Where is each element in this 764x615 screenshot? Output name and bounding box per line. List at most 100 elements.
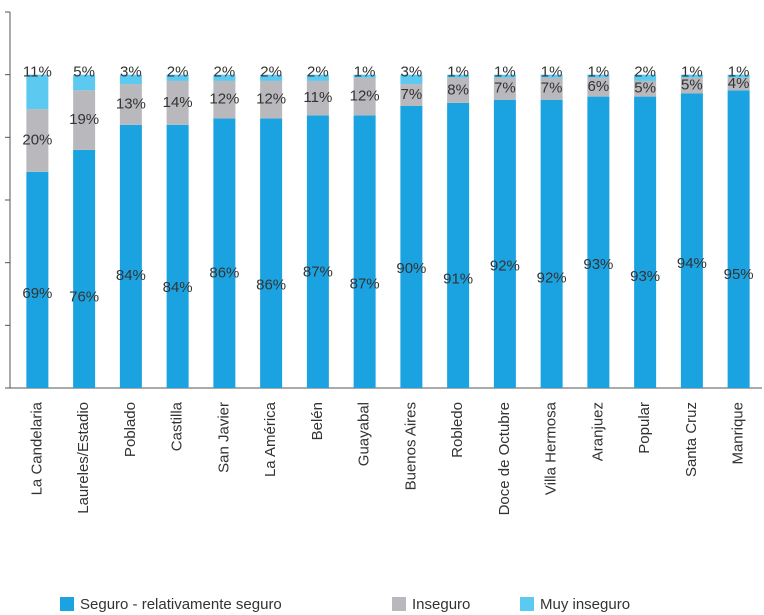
x-tick-label: Guayabal xyxy=(356,402,373,466)
bar-segment xyxy=(26,74,49,110)
bar-segment xyxy=(587,74,610,78)
bar-segment xyxy=(634,80,657,97)
value-label: 91% xyxy=(443,271,473,288)
value-label: 93% xyxy=(630,268,660,285)
value-label: 12% xyxy=(350,88,380,105)
value-label: 87% xyxy=(350,275,380,292)
x-tick-label: Manrique xyxy=(730,402,747,465)
bar-segment xyxy=(166,80,189,125)
value-label: 93% xyxy=(583,256,613,273)
value-label: 20% xyxy=(22,131,52,148)
x-tick-label: Popular xyxy=(636,402,653,454)
legend-swatch xyxy=(60,597,74,611)
value-label: 19% xyxy=(69,111,99,128)
value-label: 11% xyxy=(303,89,332,106)
value-label: 4% xyxy=(728,75,750,92)
bar-segment xyxy=(73,149,96,388)
bar-segment xyxy=(634,74,657,81)
value-label: 1% xyxy=(447,64,469,81)
legend-swatch xyxy=(520,597,534,611)
x-tick-label: Aranjuez xyxy=(589,402,606,461)
value-label: 86% xyxy=(209,265,239,282)
bar-segment xyxy=(587,96,610,388)
value-label: 2% xyxy=(260,64,282,81)
value-label: 7% xyxy=(401,86,423,103)
bar-segment xyxy=(260,74,283,81)
value-label: 5% xyxy=(681,77,703,94)
x-tick-label: La América xyxy=(262,401,279,477)
bar-segment xyxy=(260,80,283,119)
bar-segment xyxy=(306,74,329,81)
bar-segment xyxy=(727,90,750,388)
legend-swatch xyxy=(392,597,406,611)
x-tick-label: Santa Cruz xyxy=(683,402,700,477)
value-label: 86% xyxy=(256,277,286,294)
bar-segment xyxy=(447,102,470,388)
bar-segment xyxy=(727,74,750,78)
value-label: 6% xyxy=(588,78,610,95)
bar-segment xyxy=(493,99,516,388)
bar-segment xyxy=(634,96,657,388)
value-label: 5% xyxy=(634,80,656,97)
bar-segment xyxy=(680,77,703,94)
bar-segment xyxy=(119,74,142,85)
legend-label: Seguro - relativamente seguro xyxy=(80,596,282,613)
value-label: 2% xyxy=(307,64,329,81)
bar-segment xyxy=(73,90,96,150)
value-label: 69% xyxy=(22,285,52,302)
value-label: 12% xyxy=(256,91,286,108)
value-label: 13% xyxy=(116,95,146,112)
value-label: 5% xyxy=(73,64,95,81)
value-label: 92% xyxy=(490,257,520,274)
bar-segment xyxy=(353,74,376,78)
value-label: 12% xyxy=(209,91,239,108)
x-tick-label: San Javier xyxy=(215,402,232,473)
value-label: 8% xyxy=(447,81,469,98)
x-tick-label: Poblado xyxy=(122,402,139,457)
bar-segment xyxy=(400,106,423,388)
value-label: 7% xyxy=(541,80,563,97)
bar-segment xyxy=(73,74,96,91)
bar-segment xyxy=(493,74,516,78)
x-tick-label: Doce de Octubre xyxy=(496,402,513,515)
value-label: 76% xyxy=(69,288,99,305)
bar-segment xyxy=(493,77,516,100)
x-tick-label: Robledo xyxy=(449,402,466,458)
x-tick-label: Belén xyxy=(309,402,326,440)
x-tick-label: Villa Hermosa xyxy=(543,401,560,495)
bar-segment xyxy=(213,74,236,81)
bar-segment xyxy=(213,80,236,119)
value-label: 14% xyxy=(163,94,193,111)
bar-segment xyxy=(587,77,610,97)
bar-segment xyxy=(213,118,236,389)
value-label: 1% xyxy=(541,64,563,81)
x-tick-label: La Candelaria xyxy=(28,401,45,495)
bar-segment xyxy=(540,99,563,388)
bar-segment xyxy=(727,77,750,91)
value-label: 87% xyxy=(303,263,333,280)
legend-label: Muy inseguro xyxy=(540,596,630,613)
value-label: 1% xyxy=(354,64,376,81)
bar-segment xyxy=(119,124,142,389)
value-label: 3% xyxy=(401,64,423,81)
value-label: 2% xyxy=(167,64,189,81)
value-label: 92% xyxy=(537,269,567,286)
bar-segment xyxy=(166,124,189,389)
legend-label: Inseguro xyxy=(412,596,470,613)
bar-segment xyxy=(680,93,703,388)
value-label: 90% xyxy=(396,260,426,277)
bar-segment xyxy=(166,74,189,81)
value-label: 11% xyxy=(23,64,52,81)
value-label: 95% xyxy=(724,266,754,283)
bar-segment xyxy=(353,115,376,389)
bar-segment xyxy=(26,171,49,388)
bar-segment xyxy=(540,74,563,78)
bar-segment xyxy=(306,80,329,116)
bar-segment xyxy=(447,77,470,103)
x-tick-label: Laureles/Estadio xyxy=(75,402,92,514)
value-label: 2% xyxy=(634,64,656,81)
value-label: 3% xyxy=(120,64,142,81)
x-tick-label: Buenos Aires xyxy=(402,402,419,490)
value-label: 1% xyxy=(588,64,610,81)
